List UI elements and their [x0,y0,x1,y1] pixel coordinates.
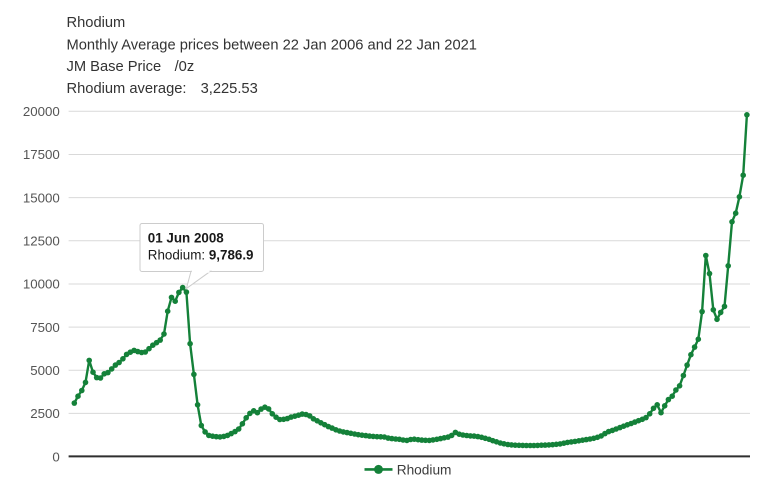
svg-text:JM Base Price: JM Base Price [67,59,162,75]
svg-text:2500: 2500 [30,406,60,421]
svg-text:10000: 10000 [23,277,60,292]
svg-text:Monthly Average prices between: Monthly Average prices between 22 Jan 20… [67,37,477,53]
svg-text:0: 0 [52,449,59,464]
svg-text:15000: 15000 [23,190,60,205]
svg-text:01 Jun 2008: 01 Jun 2008 [148,230,224,245]
svg-text:Rhodium: Rhodium [397,462,452,477]
svg-text:Rhodium: 9,786.9: Rhodium: 9,786.9 [148,247,254,262]
svg-text:3,225.53: 3,225.53 [201,81,258,97]
svg-text:/0z: /0z [175,59,195,75]
svg-text:7500: 7500 [30,320,60,335]
svg-text:Rhodium average:: Rhodium average: [67,81,187,97]
svg-text:20000: 20000 [23,104,60,119]
svg-text:17500: 17500 [23,147,60,162]
svg-text:Rhodium: Rhodium [67,15,126,31]
svg-text:5000: 5000 [30,363,60,378]
svg-text:12500: 12500 [23,234,60,249]
